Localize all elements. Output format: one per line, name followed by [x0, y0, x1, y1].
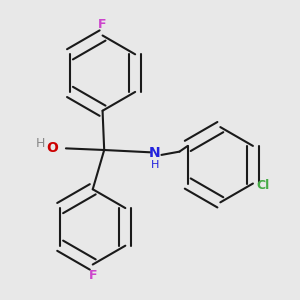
Text: F: F [88, 269, 97, 282]
Text: O: O [46, 141, 58, 155]
Text: H: H [151, 160, 159, 170]
Text: H: H [36, 137, 45, 150]
Text: Cl: Cl [257, 179, 270, 192]
Text: F: F [98, 18, 107, 31]
Text: N: N [149, 146, 161, 160]
